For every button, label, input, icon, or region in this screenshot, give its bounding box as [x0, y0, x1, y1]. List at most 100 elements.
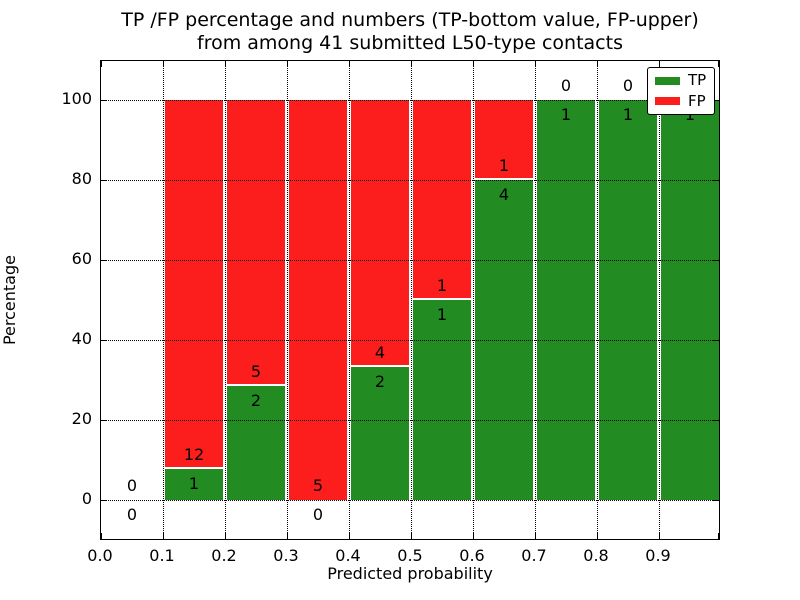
gridline-vertical	[163, 61, 164, 539]
x-tick-label: 0.4	[335, 546, 361, 565]
plot-area: 001215250421114010101 TP FP	[100, 60, 720, 540]
gridline-vertical	[411, 61, 412, 539]
fp-count-label: 5	[312, 476, 324, 495]
x-tick-mark	[535, 61, 536, 67]
x-tick-label: 0.1	[149, 546, 175, 565]
x-tick-mark	[349, 61, 350, 67]
x-tick-mark	[411, 61, 412, 67]
x-tick-mark	[718, 61, 719, 67]
fp-count-label: 0	[622, 76, 634, 95]
bar-segment-fp	[289, 100, 347, 500]
gridline-horizontal	[101, 500, 719, 501]
x-tick-label: 0.9	[645, 546, 671, 565]
tp-color-swatch	[655, 76, 680, 85]
gridline-horizontal	[101, 340, 719, 341]
tp-count-label: 0	[312, 505, 324, 524]
gridline-vertical	[597, 61, 598, 539]
y-tick-label: 60	[71, 249, 92, 268]
bar-segment-fp	[475, 100, 533, 178]
bar-segment-tp	[661, 100, 719, 500]
bar-segment-tp	[599, 100, 657, 500]
chart-title-line2: from among 41 submitted L50-type contact…	[197, 32, 623, 54]
gridline-vertical	[287, 61, 288, 539]
x-tick-mark	[287, 61, 288, 67]
bar-segment-tp	[165, 469, 223, 500]
x-tick-mark	[225, 61, 226, 67]
x-tick-mark	[411, 533, 412, 539]
fp-color-swatch	[655, 97, 680, 106]
x-tick-mark	[597, 61, 598, 67]
y-tick-mark	[713, 340, 719, 341]
fp-count-label: 5	[250, 362, 262, 381]
y-tick-label: 40	[71, 329, 92, 348]
y-tick-mark	[101, 180, 107, 181]
x-axis-label: Predicted probability	[327, 564, 493, 583]
x-tick-mark	[718, 533, 719, 539]
x-tick-label: 0.7	[521, 546, 547, 565]
x-tick-mark	[225, 533, 226, 539]
tp-count-label: 1	[622, 105, 634, 124]
fp-count-label: 1	[436, 276, 448, 295]
y-axis-label: Percentage	[0, 255, 19, 346]
tp-count-label: 1	[188, 474, 200, 493]
legend: TP FP	[647, 67, 715, 115]
gridline-vertical	[225, 61, 226, 539]
fp-count-label: 1	[498, 156, 510, 175]
x-tick-label: 0.3	[273, 546, 299, 565]
tp-count-label: 1	[560, 105, 572, 124]
gridline-vertical	[535, 61, 536, 539]
chart-title-line1: TP /FP percentage and numbers (TP-bottom…	[121, 9, 699, 31]
fp-count-label: 0	[126, 476, 138, 495]
y-tick-label: 20	[71, 409, 92, 428]
x-tick-mark	[349, 533, 350, 539]
bar-segment-fp	[165, 100, 223, 467]
y-tick-mark	[713, 420, 719, 421]
bar-segment-tp	[351, 367, 409, 500]
y-tick-mark	[101, 500, 107, 501]
bar-segment-tp	[537, 100, 595, 500]
legend-entry-fp: FP	[655, 93, 714, 109]
x-tick-label: 0.0	[87, 546, 113, 565]
legend-label-tp: TP	[688, 71, 707, 90]
y-tick-mark	[713, 180, 719, 181]
x-tick-mark	[163, 61, 164, 67]
y-tick-label: 0	[81, 489, 92, 508]
x-tick-mark	[473, 533, 474, 539]
bar-segment-fp	[413, 100, 471, 298]
x-tick-mark	[163, 533, 164, 539]
gridline-horizontal	[101, 420, 719, 421]
y-tick-mark	[713, 100, 719, 101]
y-tick-mark	[101, 420, 107, 421]
tp-count-label: 2	[374, 372, 386, 391]
x-tick-label: 0.2	[211, 546, 237, 565]
bar-segment-tp	[413, 300, 471, 500]
gridline-vertical	[659, 61, 660, 539]
legend-entry-tp: TP	[655, 73, 714, 88]
x-tick-mark	[473, 61, 474, 67]
x-tick-mark	[597, 533, 598, 539]
y-tick-label: 80	[71, 169, 92, 188]
x-tick-label: 0.8	[583, 546, 609, 565]
gridline-vertical	[473, 61, 474, 539]
tp-count-label: 0	[126, 505, 138, 524]
x-tick-mark	[659, 533, 660, 539]
bar-segment-tp	[227, 386, 285, 500]
tp-count-label: 2	[250, 391, 262, 410]
bar-segment-fp	[351, 100, 409, 365]
x-tick-mark	[101, 533, 102, 539]
x-tick-mark	[101, 61, 102, 67]
y-tick-mark	[101, 340, 107, 341]
y-tick-mark	[713, 260, 719, 261]
y-tick-mark	[101, 100, 107, 101]
x-tick-label: 0.6	[459, 546, 485, 565]
gridline-horizontal	[101, 100, 719, 101]
x-tick-mark	[659, 61, 660, 67]
x-tick-mark	[287, 533, 288, 539]
fp-count-label: 4	[374, 343, 386, 362]
bar-segment-fp	[227, 100, 285, 384]
y-tick-mark	[713, 500, 719, 501]
tp-count-label: 1	[436, 305, 448, 324]
gridline-horizontal	[101, 260, 719, 261]
y-tick-label: 100	[61, 89, 92, 108]
